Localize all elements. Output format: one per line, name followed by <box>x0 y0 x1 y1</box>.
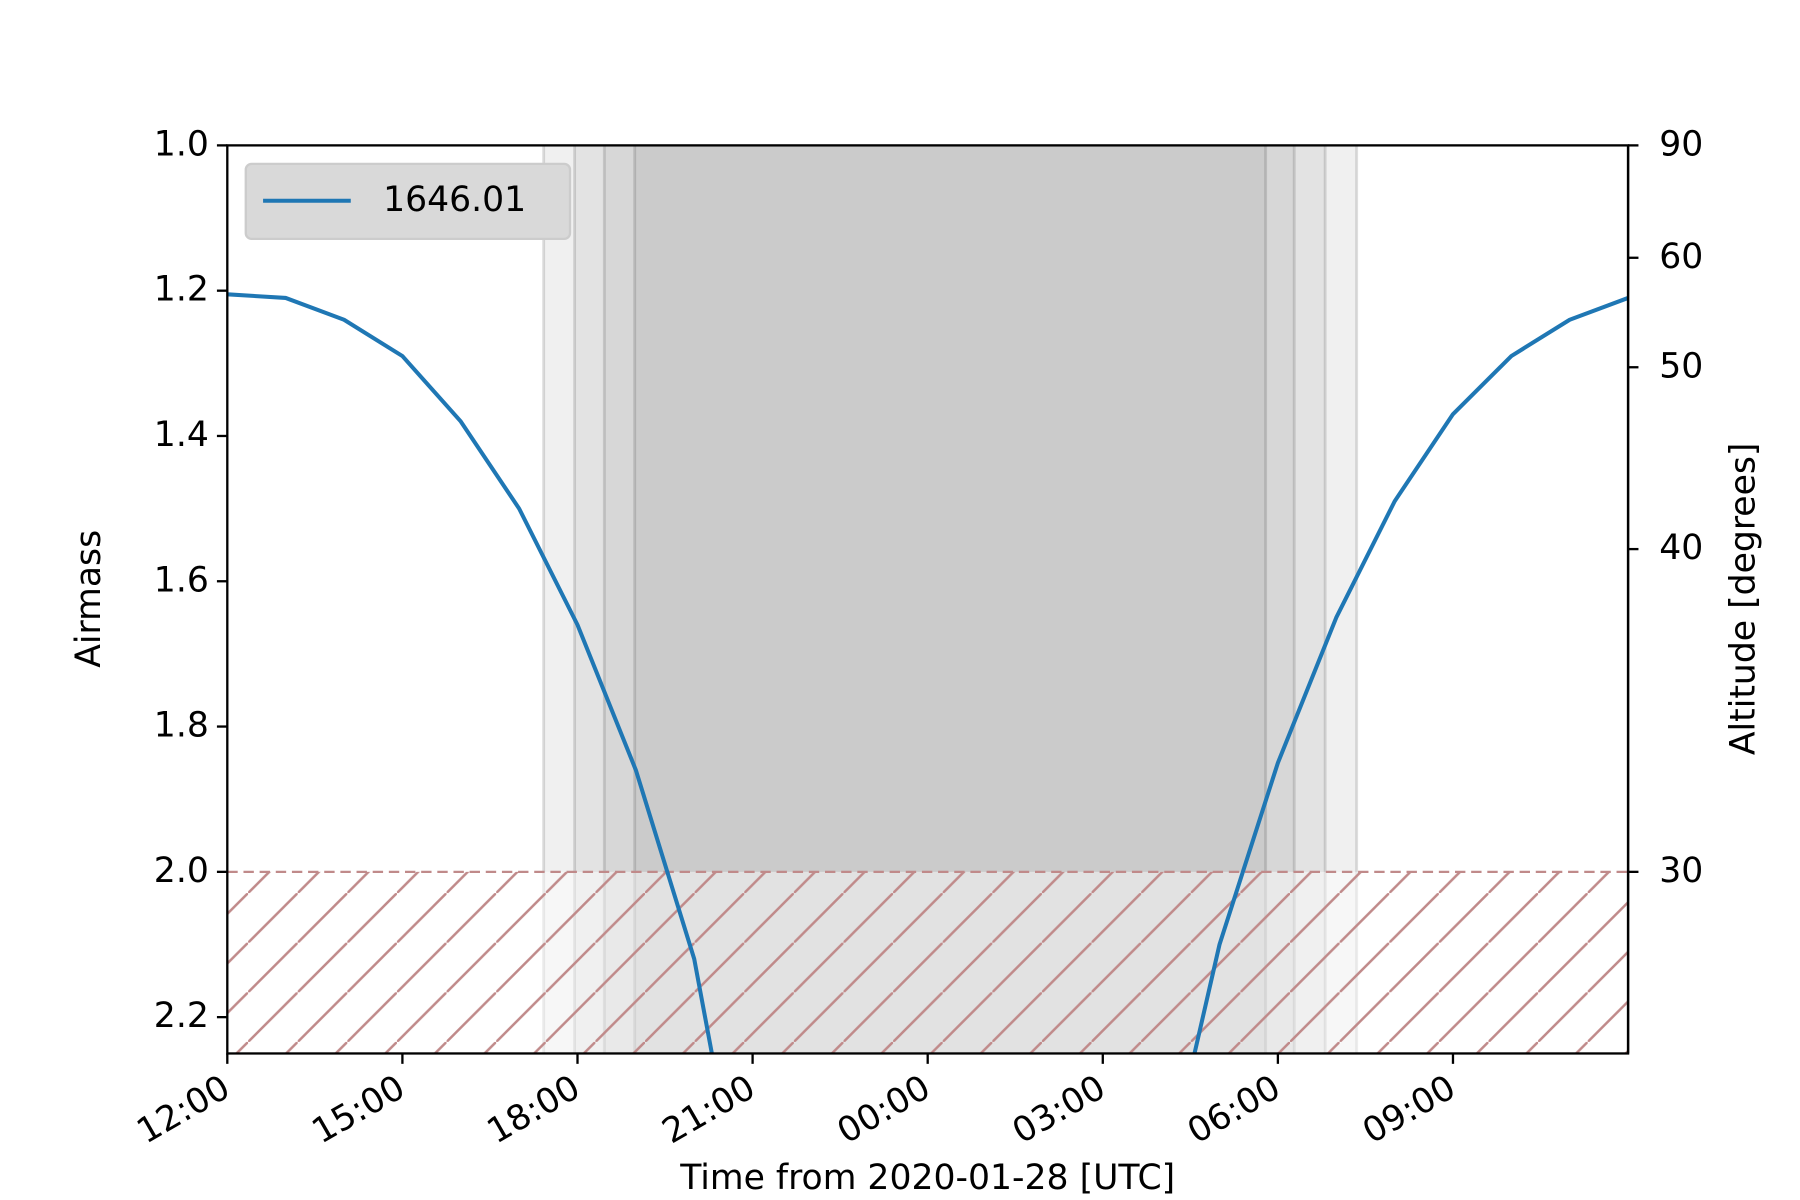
y2-axis-label: Altitude [degrees] <box>1724 443 1764 756</box>
airmass-line <box>1192 296 1629 1054</box>
x-tick-label: 18:00 <box>481 1068 587 1153</box>
legend-box <box>244 162 572 240</box>
y-tick-label: 1.4 <box>154 415 209 455</box>
plot-area <box>227 145 1629 1054</box>
y-tick-label: 1.6 <box>154 560 209 600</box>
plot-lines <box>227 292 1629 1054</box>
x-axis-label: Time from 2020-01-28 [UTC] <box>679 1158 1175 1198</box>
airmass-line <box>227 292 714 1054</box>
x-tick-label: 06:00 <box>1181 1068 1287 1153</box>
y2-tick-label: 90 <box>1659 124 1703 164</box>
legend-label: 1646.01 <box>383 180 526 220</box>
y-tick-label: 2.0 <box>154 851 209 891</box>
y-tick-label: 1.8 <box>154 706 209 746</box>
x-tick-label: 09:00 <box>1356 1068 1462 1153</box>
y2-tick-label: 30 <box>1659 851 1703 891</box>
x-tick-label: 00:00 <box>831 1068 937 1153</box>
y2-tick-label: 40 <box>1659 528 1703 568</box>
x-tick-label: 12:00 <box>130 1068 236 1153</box>
limit-hatch <box>227 871 1629 1054</box>
x-tick-label: 21:00 <box>656 1068 762 1153</box>
y-tick-label: 1.2 <box>154 270 209 310</box>
y-tick-label: 2.2 <box>154 996 209 1036</box>
x-tick-label: 15:00 <box>306 1068 412 1153</box>
y2-tick-label: 50 <box>1659 346 1703 386</box>
x-tick-label: 03:00 <box>1006 1068 1112 1153</box>
y-axis-label: Airmass <box>69 530 109 668</box>
y2-tick-label: 60 <box>1659 237 1703 277</box>
y-tick-label: 1.0 <box>154 124 209 164</box>
